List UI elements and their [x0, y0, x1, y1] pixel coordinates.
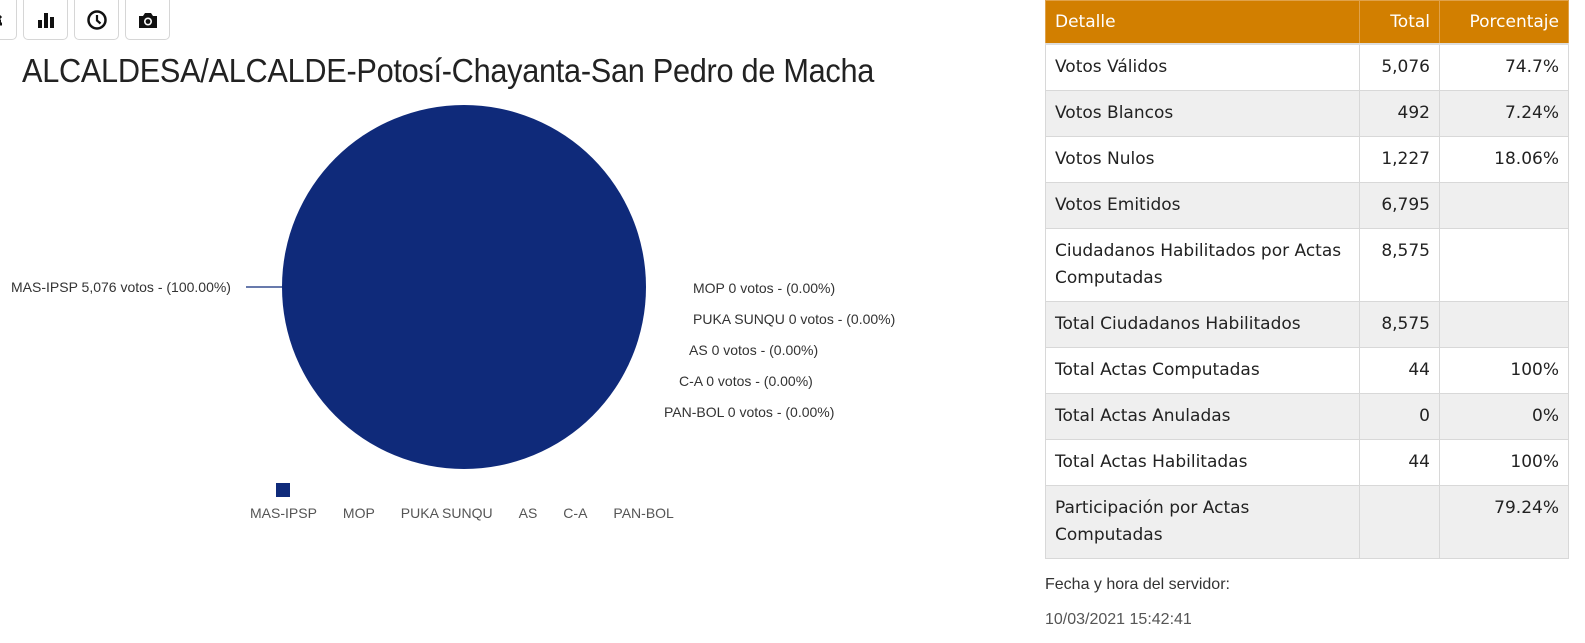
table-row: Total Ciudadanos Habilitados 8,575 [1045, 301, 1569, 348]
cell-detalle: Votos Válidos [1045, 43, 1360, 91]
cell-porcentaje: 79.24% [1439, 485, 1569, 559]
cell-porcentaje: 100% [1439, 439, 1569, 486]
zoom-button[interactable] [0, 0, 17, 40]
cell-detalle: Total Ciudadanos Habilitados [1045, 301, 1360, 348]
table-row: Participación por Actas Computadas 79.24… [1045, 485, 1569, 559]
table-row: Total Actas Anuladas 0 0% [1045, 393, 1569, 440]
legend-item-mas-ipsp[interactable]: MAS-IPSP [250, 483, 317, 521]
table-header-row: Detalle Total Porcentaje [1045, 0, 1569, 45]
chart-legend: MAS-IPSP MOP PUKA SUNQU AS C-A PAN-BOL [250, 483, 700, 521]
cell-porcentaje: 7.24% [1439, 90, 1569, 137]
cell-total: 5,076 [1359, 43, 1440, 91]
data-label-puka-sunqu: PUKA SUNQU 0 votos - (0.00%) [693, 311, 896, 327]
data-label-mas-ipsp: MAS-IPSP 5,076 votos - (100.00%) [11, 279, 231, 295]
camera-icon [138, 13, 157, 28]
header-detalle: Detalle [1045, 0, 1360, 45]
cell-total: 44 [1359, 347, 1440, 394]
results-table: Detalle Total Porcentaje Votos Válidos 5… [1045, 0, 1569, 559]
cell-detalle: Total Actas Computadas [1045, 347, 1360, 394]
legend-label: PAN-BOL [613, 505, 674, 521]
history-button[interactable] [74, 0, 119, 40]
legend-item-as[interactable]: AS [519, 483, 538, 521]
cell-porcentaje: 74.7% [1439, 43, 1569, 91]
chart-title: ALCALDESA/ALCALDE-Potosí-Chayanta-San Pe… [22, 52, 875, 89]
table-row: Ciudadanos Habilitados por Actas Computa… [1045, 228, 1569, 302]
cell-detalle: Votos Blancos [1045, 90, 1360, 137]
header-total: Total [1359, 0, 1440, 45]
legend-label: AS [518, 505, 538, 521]
data-label-mop: MOP 0 votos - (0.00%) [693, 280, 836, 296]
legend-item-pan-bol[interactable]: PAN-BOL [613, 483, 673, 521]
legend-label: MAS-IPSP [250, 505, 317, 521]
server-time-label: Fecha y hora del servidor: [1045, 576, 1230, 593]
cell-porcentaje: 0% [1439, 393, 1569, 440]
clock-icon [86, 10, 107, 30]
cell-total: 0 [1359, 393, 1440, 440]
data-label-pan-bol: PAN-BOL 0 votos - (0.00%) [664, 404, 835, 420]
bar-chart-button[interactable] [23, 0, 68, 40]
bar-chart-icon [37, 13, 54, 28]
pie-slice-mas-ipsp[interactable] [282, 105, 646, 469]
legend-swatch-icon [276, 483, 291, 497]
legend-label: C-A [563, 505, 588, 521]
table-row: Votos Blancos 492 7.24% [1045, 90, 1569, 137]
table-row: Votos Válidos 5,076 74.7% [1045, 43, 1569, 91]
server-time-value: 10/03/2021 15:42:41 [1045, 611, 1192, 628]
table-row: Votos Emitidos 6,795 [1045, 182, 1569, 229]
pie-graphic [246, 105, 646, 469]
cell-porcentaje: 18.06% [1439, 136, 1569, 183]
cell-porcentaje [1439, 301, 1569, 348]
header-porcentaje: Porcentaje [1439, 0, 1569, 45]
cell-total: 1,227 [1359, 136, 1440, 183]
table-row: Votos Nulos 1,227 18.06% [1045, 136, 1569, 183]
data-label-as: AS 0 votos - (0.00%) [689, 342, 819, 358]
pie-chart: MAS-IPSP 5,076 votos - (100.00%) MOP 0 v… [0, 95, 1000, 535]
cell-porcentaje [1439, 228, 1569, 302]
cell-detalle: Ciudadanos Habilitados por Actas Computa… [1045, 228, 1360, 302]
cell-detalle: Votos Nulos [1045, 136, 1360, 183]
table-row: Total Actas Computadas 44 100% [1045, 347, 1569, 394]
cell-porcentaje [1439, 182, 1569, 229]
cell-total: 492 [1359, 90, 1440, 137]
legend-item-mop[interactable]: MOP [343, 483, 375, 521]
legend-item-puka-sunqu[interactable]: PUKA SUNQU [401, 483, 493, 521]
cell-detalle: Participación por Actas Computadas [1045, 485, 1360, 559]
cell-total: 44 [1359, 439, 1440, 486]
cell-total: 8,575 [1359, 301, 1440, 348]
data-label-c-a: C-A 0 votos - (0.00%) [679, 373, 813, 389]
cell-total: 6,795 [1359, 182, 1440, 229]
table-row: Total Actas Habilitadas 44 100% [1045, 439, 1569, 486]
legend-label: PUKA SUNQU [400, 505, 493, 521]
cell-total: 8,575 [1359, 228, 1440, 302]
cell-detalle: Total Actas Anuladas [1045, 393, 1360, 440]
legend-label: MOP [342, 505, 375, 521]
chart-toolbar [0, 0, 170, 40]
cell-detalle: Votos Emitidos [1045, 182, 1360, 229]
legend-item-c-a[interactable]: C-A [563, 483, 587, 521]
cell-total [1359, 485, 1440, 559]
cell-detalle: Total Actas Habilitadas [1045, 439, 1360, 486]
zoom-icon [0, 15, 2, 26]
screenshot-button[interactable] [125, 0, 170, 40]
cell-porcentaje: 100% [1439, 347, 1569, 394]
